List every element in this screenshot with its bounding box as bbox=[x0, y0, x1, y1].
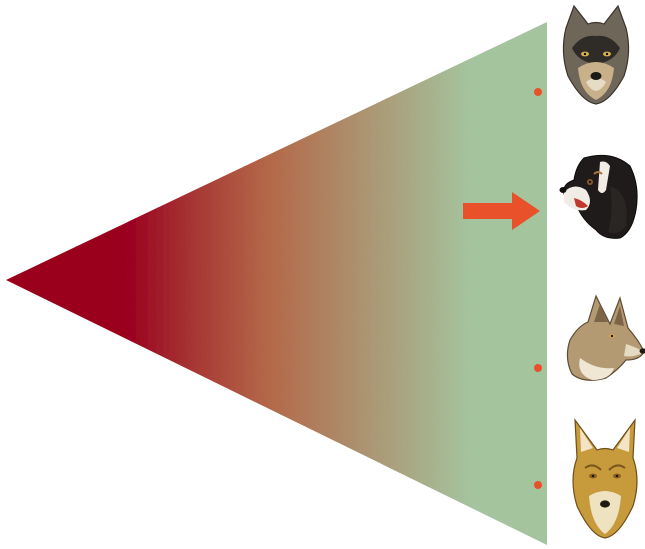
gray-wolf-head-icon bbox=[562, 4, 630, 105]
branch-marker-dot bbox=[534, 481, 542, 489]
golden-jackal-head-icon bbox=[572, 418, 638, 539]
branch-marker-dot bbox=[534, 364, 542, 372]
domestic-dog-head-icon bbox=[559, 154, 638, 239]
pointer-arrow bbox=[463, 192, 540, 230]
branch-marker-dot bbox=[534, 88, 542, 96]
divergence-triangle bbox=[6, 22, 547, 545]
coyote-head-icon bbox=[566, 294, 645, 381]
